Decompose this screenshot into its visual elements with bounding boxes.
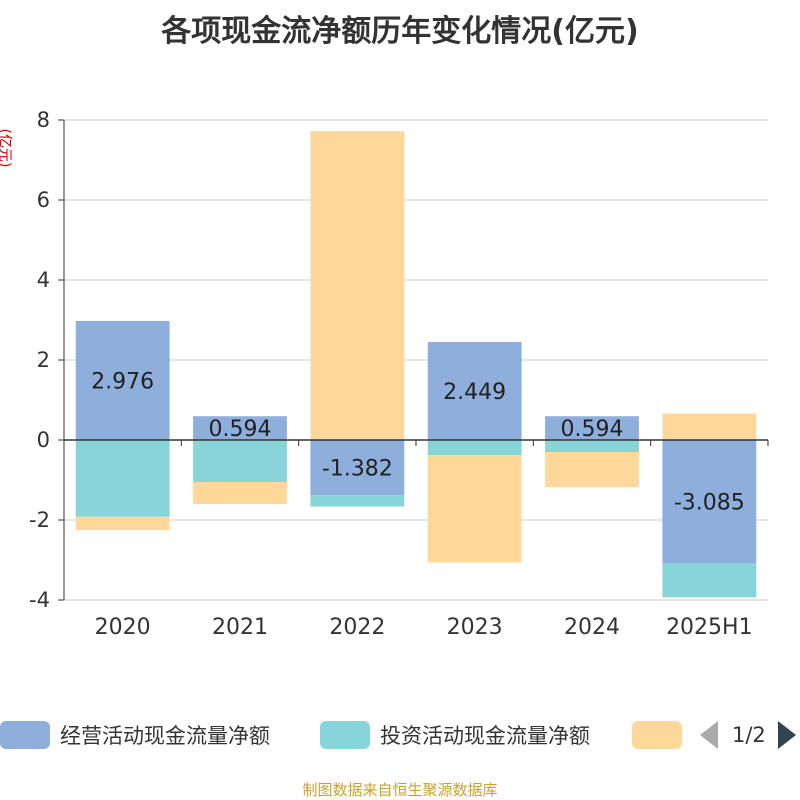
y-tick-label: 2 — [37, 348, 50, 372]
bar-series-2 — [75, 516, 170, 530]
bar-series-1 — [662, 563, 757, 598]
data-label: 0.594 — [561, 417, 624, 442]
data-label: -1.382 — [322, 457, 393, 482]
grid-lines — [58, 119, 769, 601]
data-source-note: 制图数据来自恒生聚源数据库 — [302, 781, 498, 799]
bar-series-2 — [662, 413, 757, 440]
x-tick-label: 2022 — [329, 615, 385, 640]
data-label: 2.449 — [443, 380, 506, 405]
bar-series-1 — [310, 495, 405, 507]
axes — [63, 120, 768, 600]
legend-swatch-operating — [0, 721, 50, 749]
legend: 经营活动现金流量净额 投资活动现金流量净额 1/2 — [0, 713, 800, 757]
bar-series-0 — [310, 440, 405, 496]
bar-series-0 — [193, 416, 287, 440]
legend-label-investing: 投资活动现金流量净额 — [380, 724, 590, 748]
bar-series-2 — [545, 452, 639, 488]
data-label: 0.594 — [209, 417, 272, 442]
x-tick-label: 2024 — [564, 615, 620, 640]
legend-item-financing[interactable] — [632, 713, 692, 757]
bars — [75, 131, 757, 598]
bar-series-1 — [427, 440, 522, 456]
y-tick-label: 6 — [37, 188, 50, 212]
data-label: -3.085 — [674, 491, 745, 516]
bar-series-1 — [193, 440, 287, 482]
chart-title: 各项现金流净额历年变化情况(亿元) — [161, 14, 639, 49]
y-tick-label: 8 — [37, 108, 50, 132]
legend-swatch-financing — [632, 721, 682, 749]
bar-series-2 — [193, 482, 287, 504]
x-tick-label: 2021 — [212, 615, 268, 640]
bar-series-0 — [75, 320, 170, 440]
legend-pager: 1/2 — [700, 713, 796, 757]
x-tick-label: 2025H1 — [666, 615, 753, 640]
bar-series-1 — [75, 440, 170, 517]
legend-next-arrow-icon[interactable] — [777, 721, 796, 749]
x-tick-label: 2020 — [95, 615, 151, 640]
legend-item-operating[interactable]: 经营活动现金流量净额 — [0, 713, 270, 757]
y-tick-label: -4 — [29, 588, 50, 612]
legend-item-investing[interactable]: 投资活动现金流量净额 — [320, 713, 590, 757]
legend-label-operating: 经营活动现金流量净额 — [60, 724, 270, 748]
bar-series-1 — [545, 440, 639, 452]
data-label: 2.976 — [91, 369, 154, 394]
y-tick-label: -2 — [29, 508, 50, 532]
bar-series-2 — [310, 131, 405, 440]
bar-series-0 — [662, 440, 757, 564]
legend-prev-arrow-icon[interactable] — [700, 721, 718, 749]
x-tick-label: 2023 — [447, 615, 503, 640]
legend-swatch-investing — [320, 721, 370, 749]
legend-page-indicator: 1/2 — [732, 723, 766, 747]
bar-series-0 — [427, 342, 522, 440]
bar-series-2 — [427, 455, 522, 563]
data-labels: -4 -2 0 2 4 6 8 2020 2021 2022 2023 2024 2025H1 2.976… — [29, 108, 753, 640]
y-tick-label: 0 — [37, 428, 50, 452]
bar-series-0 — [545, 416, 639, 440]
y-tick-label: 4 — [37, 268, 50, 292]
